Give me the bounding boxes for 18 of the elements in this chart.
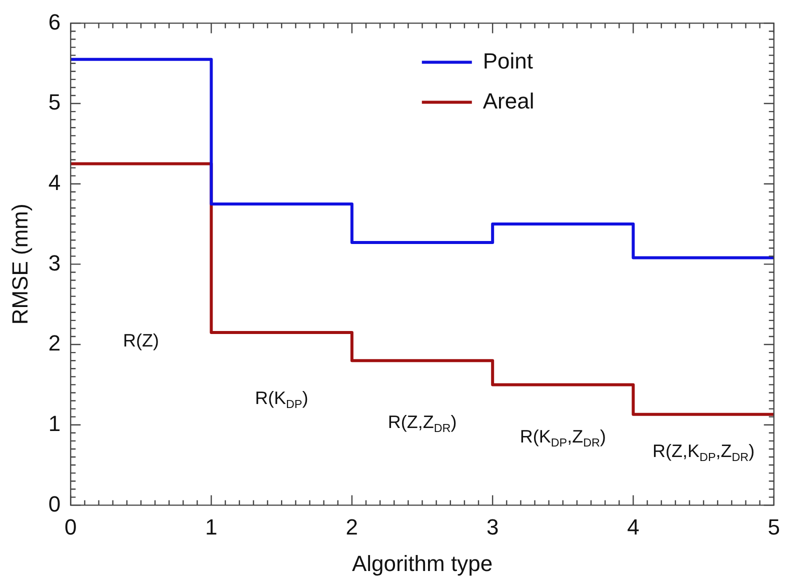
- y-axis-title: RMSE (mm): [7, 204, 32, 325]
- x-tick-label: 2: [346, 514, 358, 540]
- y-tick-label: 1: [48, 410, 61, 436]
- y-tick-label: 0: [48, 491, 61, 516]
- y-tick-label: 2: [48, 330, 61, 356]
- x-tick-label: 4: [627, 514, 640, 540]
- y-tick-label: 5: [48, 90, 61, 115]
- x-tick-label: 3: [486, 514, 499, 540]
- legend-label: Point: [482, 48, 534, 74]
- y-tick-label: 4: [48, 170, 61, 195]
- annotation: R(Z): [122, 330, 159, 350]
- y-tick-label: 6: [48, 9, 61, 34]
- x-axis-title: Algorithm type: [352, 550, 493, 576]
- x-tick-label: 0: [64, 514, 77, 540]
- legend-label: Areal: [482, 88, 534, 114]
- y-tick-label: 3: [48, 250, 61, 276]
- x-tick-label: 5: [768, 514, 780, 540]
- x-tick-label: 1: [205, 514, 218, 540]
